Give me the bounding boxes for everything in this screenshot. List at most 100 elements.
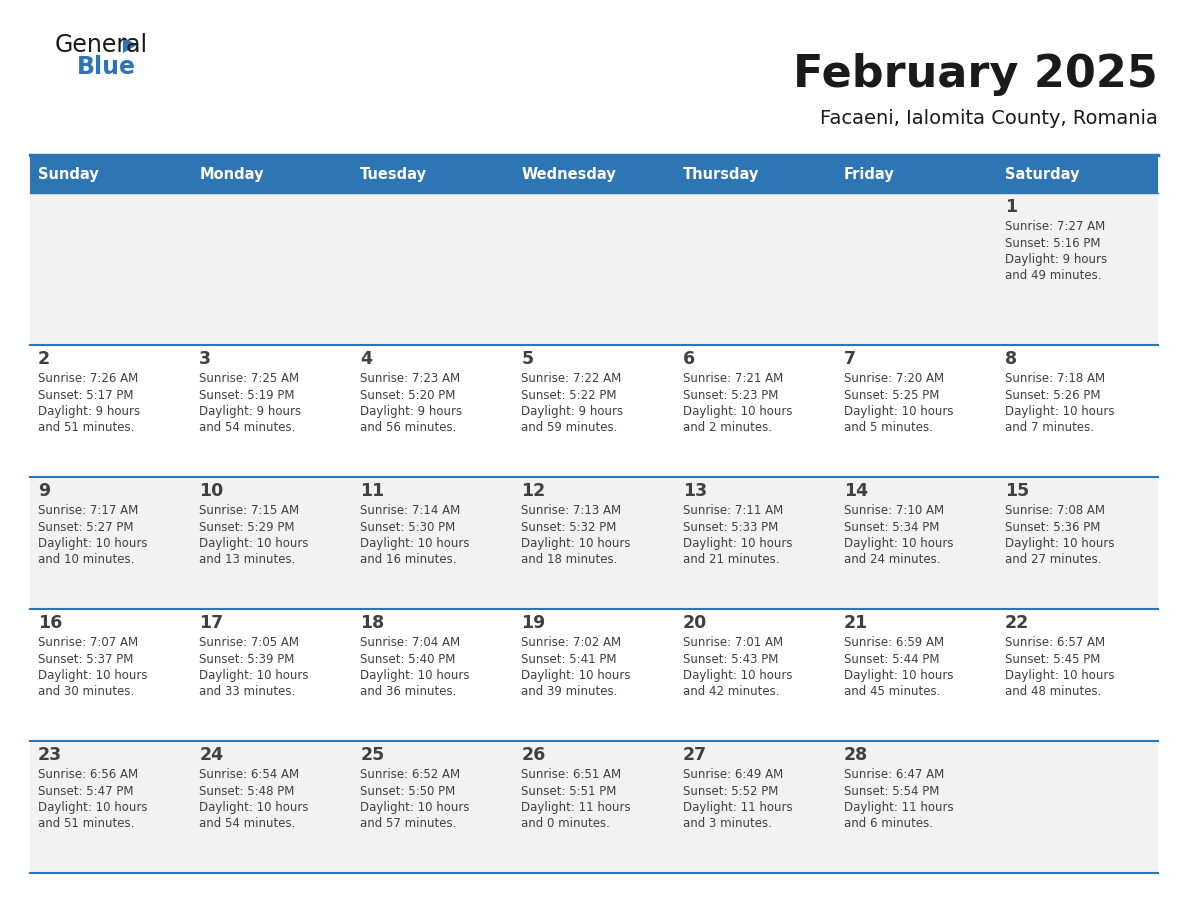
Text: Sunrise: 7:05 AM: Sunrise: 7:05 AM [200, 636, 299, 649]
Bar [513, 741, 675, 873]
Text: Thursday: Thursday [683, 166, 759, 182]
Text: 3: 3 [200, 351, 211, 368]
Polygon shape [124, 37, 137, 53]
Text: Sunrise: 6:51 AM: Sunrise: 6:51 AM [522, 767, 621, 781]
Text: 24: 24 [200, 746, 223, 765]
Text: Sunset: 5:39 PM: Sunset: 5:39 PM [200, 653, 295, 666]
Text: 14: 14 [843, 482, 868, 500]
Bar [513, 477, 675, 609]
Text: Sunrise: 7:20 AM: Sunrise: 7:20 AM [843, 372, 943, 385]
Text: and 5 minutes.: and 5 minutes. [843, 421, 933, 434]
Text: and 56 minutes.: and 56 minutes. [360, 421, 456, 434]
Text: and 51 minutes.: and 51 minutes. [38, 421, 134, 434]
Text: Sunrise: 7:27 AM: Sunrise: 7:27 AM [1005, 219, 1105, 233]
Text: Sunset: 5:47 PM: Sunset: 5:47 PM [38, 785, 133, 798]
Text: 4: 4 [360, 351, 372, 368]
Text: Daylight: 10 hours: Daylight: 10 hours [1005, 537, 1114, 551]
Text: Sunset: 5:22 PM: Sunset: 5:22 PM [522, 388, 617, 402]
Text: 13: 13 [683, 482, 707, 500]
Text: Sunday: Sunday [38, 166, 99, 182]
Text: Daylight: 10 hours: Daylight: 10 hours [843, 406, 953, 419]
Text: 17: 17 [200, 614, 223, 633]
Text: 21: 21 [843, 614, 868, 633]
Bar [30, 193, 191, 345]
Text: Sunset: 5:19 PM: Sunset: 5:19 PM [200, 388, 295, 402]
Text: Daylight: 10 hours: Daylight: 10 hours [200, 537, 309, 551]
Bar [513, 609, 675, 741]
Text: Daylight: 9 hours: Daylight: 9 hours [522, 406, 624, 419]
Text: Sunrise: 7:08 AM: Sunrise: 7:08 AM [1005, 504, 1105, 517]
Text: Daylight: 10 hours: Daylight: 10 hours [360, 801, 469, 814]
Bar [353, 345, 513, 477]
Text: Daylight: 10 hours: Daylight: 10 hours [683, 537, 792, 551]
Text: Daylight: 10 hours: Daylight: 10 hours [1005, 669, 1114, 682]
Bar [353, 477, 513, 609]
Text: and 13 minutes.: and 13 minutes. [200, 554, 296, 566]
Text: and 2 minutes.: and 2 minutes. [683, 421, 771, 434]
Bar [513, 193, 675, 345]
Bar [513, 155, 675, 193]
Bar [835, 193, 997, 345]
Text: Sunset: 5:50 PM: Sunset: 5:50 PM [360, 785, 455, 798]
Text: 22: 22 [1005, 614, 1029, 633]
Text: Sunset: 5:16 PM: Sunset: 5:16 PM [1005, 237, 1100, 250]
Text: Sunset: 5:45 PM: Sunset: 5:45 PM [1005, 653, 1100, 666]
Text: 25: 25 [360, 746, 385, 765]
Text: Sunset: 5:51 PM: Sunset: 5:51 PM [522, 785, 617, 798]
Text: Sunset: 5:17 PM: Sunset: 5:17 PM [38, 388, 133, 402]
Text: Sunrise: 7:01 AM: Sunrise: 7:01 AM [683, 636, 783, 649]
Text: 20: 20 [683, 614, 707, 633]
Text: Sunrise: 6:49 AM: Sunrise: 6:49 AM [683, 767, 783, 781]
Text: 2: 2 [38, 351, 50, 368]
Bar [835, 741, 997, 873]
Text: Sunrise: 7:14 AM: Sunrise: 7:14 AM [360, 504, 461, 517]
Bar [997, 741, 1158, 873]
Text: and 49 minutes.: and 49 minutes. [1005, 270, 1101, 283]
Text: 23: 23 [38, 746, 62, 765]
Bar [30, 155, 191, 193]
Text: 27: 27 [683, 746, 707, 765]
Text: and 18 minutes.: and 18 minutes. [522, 554, 618, 566]
Bar [835, 155, 997, 193]
Text: and 54 minutes.: and 54 minutes. [200, 421, 296, 434]
Text: Daylight: 11 hours: Daylight: 11 hours [522, 801, 631, 814]
Text: and 42 minutes.: and 42 minutes. [683, 686, 779, 699]
Bar [675, 155, 835, 193]
Text: Sunrise: 7:25 AM: Sunrise: 7:25 AM [200, 372, 299, 385]
Bar [30, 609, 191, 741]
Text: Sunrise: 6:52 AM: Sunrise: 6:52 AM [360, 767, 461, 781]
Text: Sunrise: 7:17 AM: Sunrise: 7:17 AM [38, 504, 138, 517]
Text: and 30 minutes.: and 30 minutes. [38, 686, 134, 699]
Text: and 7 minutes.: and 7 minutes. [1005, 421, 1094, 434]
Text: Sunrise: 6:54 AM: Sunrise: 6:54 AM [200, 767, 299, 781]
Text: Sunrise: 7:02 AM: Sunrise: 7:02 AM [522, 636, 621, 649]
Text: and 6 minutes.: and 6 minutes. [843, 817, 933, 831]
Text: Sunset: 5:40 PM: Sunset: 5:40 PM [360, 653, 456, 666]
Bar [191, 741, 353, 873]
Text: Daylight: 10 hours: Daylight: 10 hours [360, 669, 469, 682]
Text: and 16 minutes.: and 16 minutes. [360, 554, 456, 566]
Text: 11: 11 [360, 482, 385, 500]
Text: 26: 26 [522, 746, 545, 765]
Bar [675, 193, 835, 345]
Text: and 10 minutes.: and 10 minutes. [38, 554, 134, 566]
Bar [191, 345, 353, 477]
Text: and 45 minutes.: and 45 minutes. [843, 686, 940, 699]
Text: Sunset: 5:25 PM: Sunset: 5:25 PM [843, 388, 939, 402]
Text: Daylight: 10 hours: Daylight: 10 hours [1005, 406, 1114, 419]
Bar [353, 193, 513, 345]
Text: 1: 1 [1005, 198, 1017, 217]
Text: Daylight: 9 hours: Daylight: 9 hours [1005, 253, 1107, 266]
Text: 9: 9 [38, 482, 50, 500]
Bar [513, 345, 675, 477]
Text: Daylight: 10 hours: Daylight: 10 hours [843, 669, 953, 682]
Text: Sunset: 5:44 PM: Sunset: 5:44 PM [843, 653, 940, 666]
Bar [675, 609, 835, 741]
Text: 16: 16 [38, 614, 62, 633]
Text: Tuesday: Tuesday [360, 166, 428, 182]
Bar [30, 477, 191, 609]
Text: and 54 minutes.: and 54 minutes. [200, 817, 296, 831]
Text: Sunset: 5:23 PM: Sunset: 5:23 PM [683, 388, 778, 402]
Text: Daylight: 10 hours: Daylight: 10 hours [360, 537, 469, 551]
Text: and 33 minutes.: and 33 minutes. [200, 686, 296, 699]
